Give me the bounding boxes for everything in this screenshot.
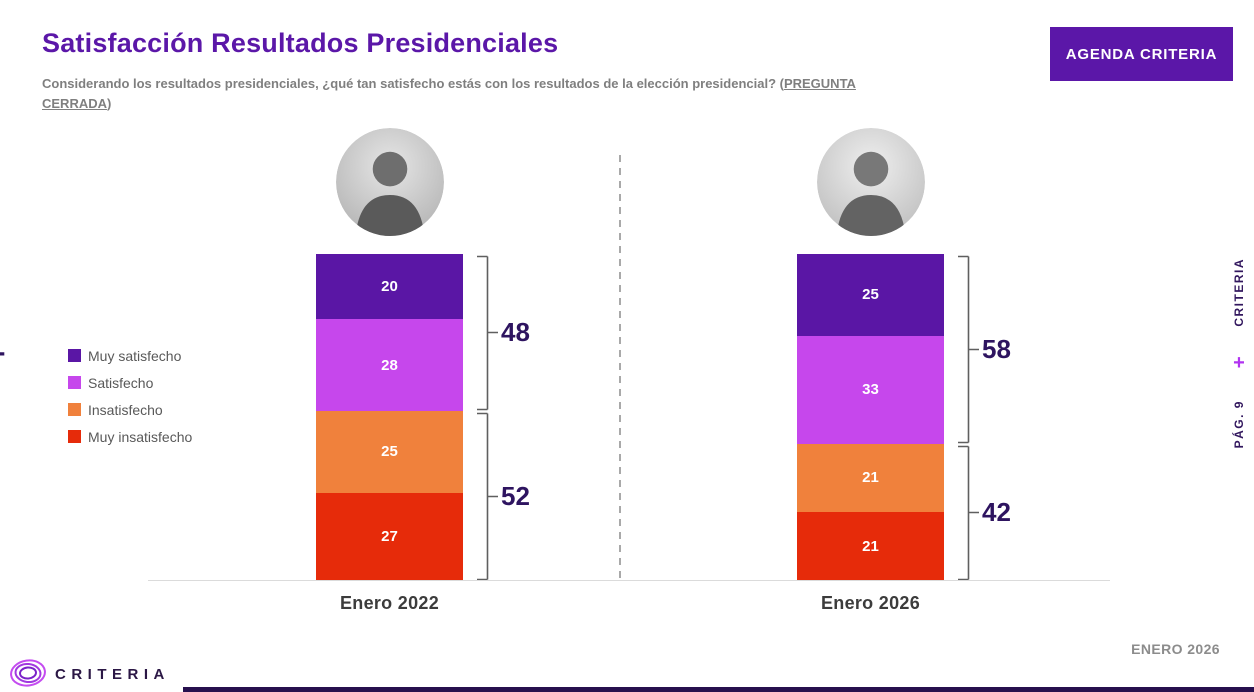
group-bracket xyxy=(475,255,499,416)
segment-value-label: 27 xyxy=(381,528,398,546)
survey-question-text: Considerando los resultados presidencial… xyxy=(42,76,784,91)
legend-color-swatch xyxy=(68,349,81,362)
vertical-dashed-divider xyxy=(619,155,621,581)
segment-value-label: 25 xyxy=(381,443,398,461)
survey-question: Considerando los resultados presidencial… xyxy=(42,74,900,114)
stacked-bar: 25 33 21 21 xyxy=(797,254,944,581)
legend-color-swatch xyxy=(68,403,81,416)
legend-item: Satisfecho xyxy=(68,369,192,396)
legend-item: Insatisfecho xyxy=(68,396,192,423)
side-brand-label: CRITERIA xyxy=(1232,258,1246,327)
segment-value-label: 25 xyxy=(862,286,879,304)
stacked-bar: 20 28 25 27 xyxy=(316,254,463,581)
bar-segment: 33 xyxy=(797,335,944,444)
legend-label: Muy insatisfecho xyxy=(88,428,193,445)
page-title: Satisfacción Resultados Presidenciales xyxy=(42,28,559,58)
group-total-label: 48 xyxy=(501,317,530,348)
legend-item: Muy satisfecho xyxy=(68,342,192,369)
president-2026-photo xyxy=(817,128,925,236)
side-caption: CRITERIA + PÁG. 9 xyxy=(1230,258,1248,448)
person-silhouette-icon xyxy=(336,128,444,236)
agenda-criteria-button[interactable]: AGENDA CRITERIA xyxy=(1050,27,1233,81)
pregunta-cerrada-link[interactable]: PREGUNTA CERRADA xyxy=(42,76,856,112)
segment-value-label: 28 xyxy=(381,356,398,374)
group-total-label: 42 xyxy=(982,497,1011,528)
side-plus-decoration: + xyxy=(1233,351,1245,374)
group-bracket xyxy=(956,255,980,449)
bar-segment: 20 xyxy=(316,254,463,320)
criteria-logo-icon xyxy=(9,659,47,692)
person-silhouette-icon xyxy=(817,128,925,236)
segment-value-label: 33 xyxy=(862,381,879,399)
bar-segment: 25 xyxy=(797,254,944,336)
segment-value-label: 21 xyxy=(862,538,879,556)
legend-label: Muy satisfecho xyxy=(88,347,182,364)
x-axis-baseline xyxy=(148,580,1110,581)
x-axis-category-label: Enero 2026 xyxy=(820,593,921,613)
legend-label: Satisfecho xyxy=(88,374,154,391)
bar-segment: 27 xyxy=(316,492,463,581)
segment-value-label: 21 xyxy=(862,469,879,487)
group-total-label: 58 xyxy=(982,333,1011,364)
legend-color-swatch xyxy=(68,376,81,389)
legend-color-swatch xyxy=(68,430,81,443)
group-total-label: 52 xyxy=(501,480,530,511)
page-number-label: PÁG. 9 xyxy=(1232,399,1246,448)
bar-segment: 21 xyxy=(797,443,944,513)
bar-segment: 25 xyxy=(316,410,463,493)
president-2022-photo xyxy=(336,128,444,236)
survey-question-close: ) xyxy=(107,96,112,112)
bar-segment: 21 xyxy=(797,512,944,581)
group-bracket xyxy=(475,412,499,586)
group-bracket xyxy=(956,445,980,586)
left-edge-plus-decoration: + xyxy=(0,338,6,372)
x-axis-category-label: Enero 2022 xyxy=(339,593,440,613)
legend-label: Insatisfecho xyxy=(88,401,163,418)
segment-value-label: 20 xyxy=(381,278,398,296)
bar-segment: 28 xyxy=(316,319,463,411)
criteria-wordmark: CRITERIA xyxy=(55,666,170,683)
legend: Muy satisfecho Satisfecho Insatisfecho Muy … xyxy=(68,342,192,450)
legend-item: Muy insatisfecho xyxy=(68,423,192,450)
report-date-label: ENERO 2026 xyxy=(1131,641,1220,657)
bottom-accent-strip xyxy=(183,687,1254,692)
